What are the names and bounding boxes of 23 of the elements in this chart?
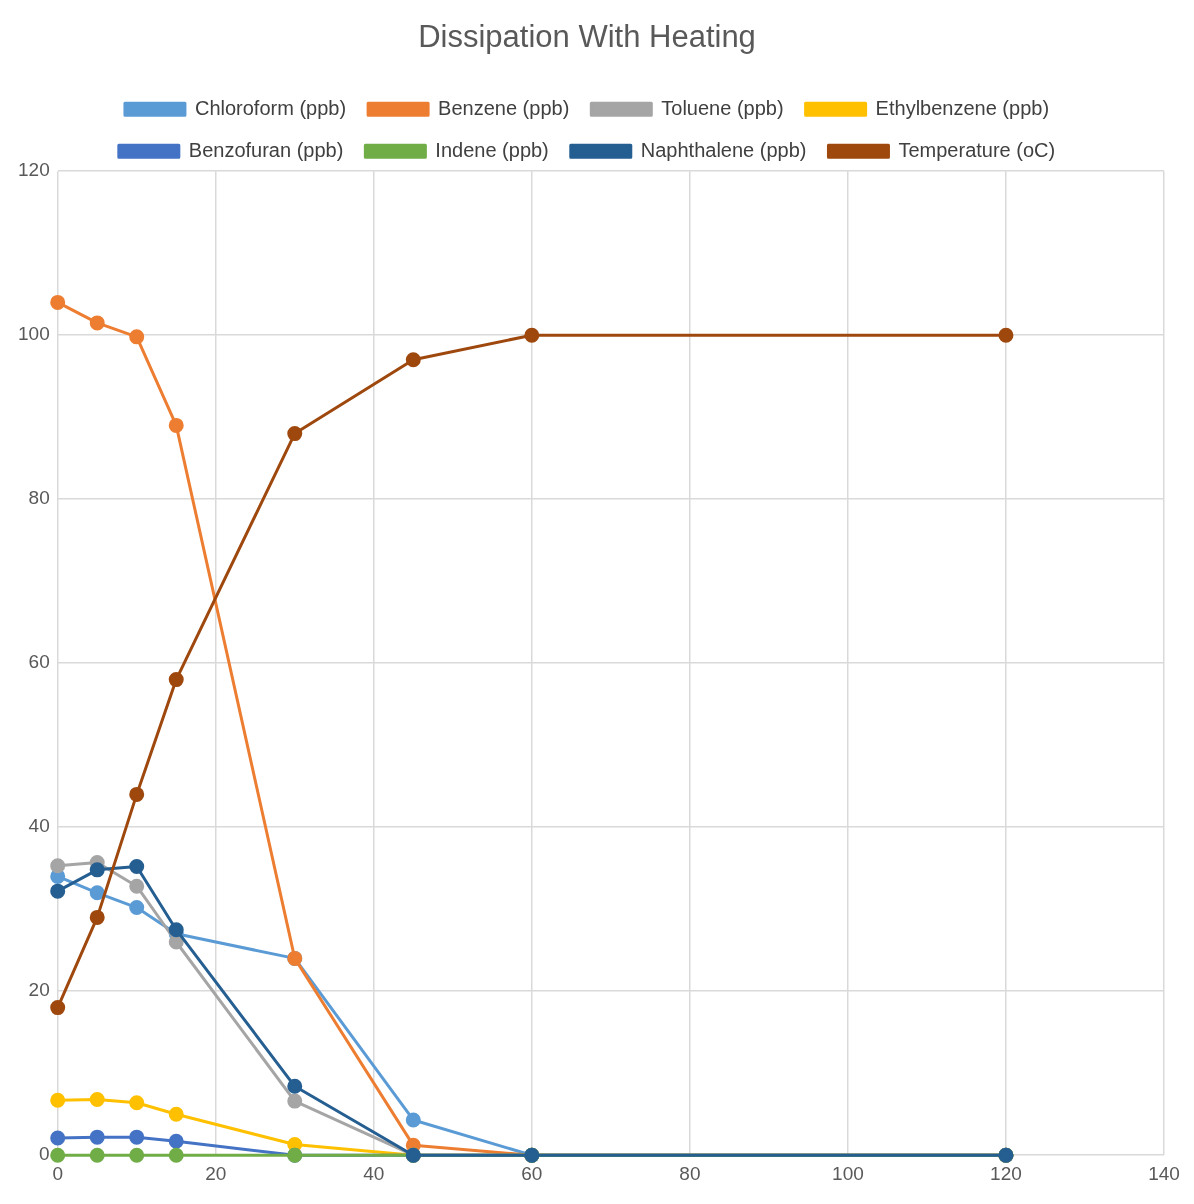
x-tick-label: 20: [205, 1162, 227, 1184]
y-tick-label: 20: [28, 979, 50, 1001]
legend-label: Toluene (ppb): [661, 96, 784, 119]
x-tick-label: 80: [679, 1162, 701, 1184]
y-tick-label: 60: [28, 651, 50, 673]
x-tick-label: 60: [521, 1162, 543, 1184]
legend-label: Ethylbenzene (ppb): [875, 96, 1050, 119]
x-tick-label: 120: [990, 1162, 1022, 1184]
legend-label: Indene (ppb): [435, 138, 549, 161]
legend-label: Benzene (ppb): [438, 96, 570, 119]
x-tick-label: 40: [363, 1162, 385, 1184]
y-tick-label: 80: [28, 487, 50, 509]
x-tick-label: 140: [1148, 1162, 1180, 1184]
legend-label: Benzofuran (ppb): [188, 138, 344, 161]
y-tick-label: 40: [28, 815, 50, 837]
x-tick-label: 100: [832, 1162, 864, 1184]
legend-label: Chloroform (ppb): [194, 96, 347, 119]
y-tick-label: 0: [39, 1143, 50, 1165]
legend-label: Naphthalene (ppb): [640, 138, 807, 161]
chart-title: Dissipation With Heating: [418, 19, 756, 55]
legend-label: Temperature (oC): [898, 138, 1056, 161]
y-tick-label: 120: [18, 159, 50, 181]
y-tick-label: 100: [18, 323, 50, 345]
